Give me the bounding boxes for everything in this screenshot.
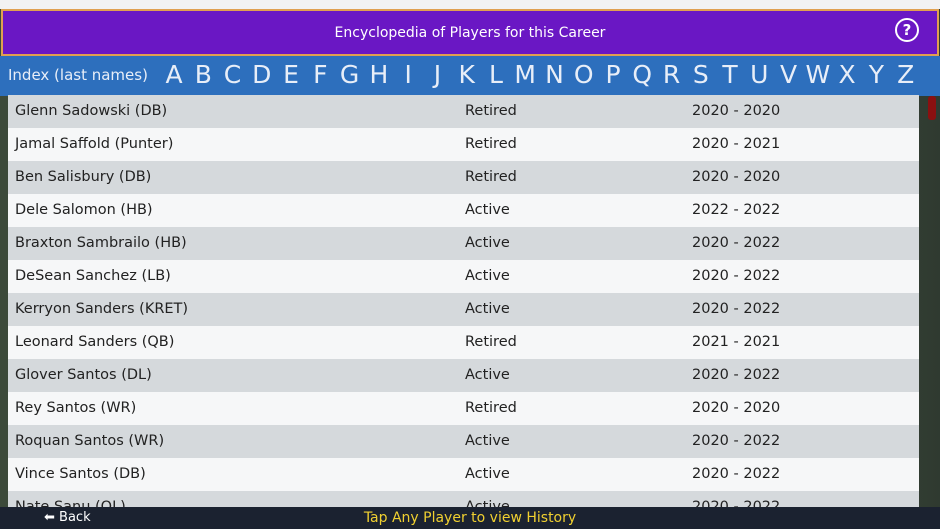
player-name: Glover Santos (DL) (15, 367, 152, 383)
player-name: Braxton Sambrailo (HB) (15, 235, 187, 251)
index-letter[interactable]: W (805, 60, 831, 89)
index-letter[interactable]: Q (632, 60, 653, 89)
index-letter[interactable]: A (165, 60, 183, 89)
player-years: 2020 - 2020 (692, 103, 781, 119)
header: Encyclopedia of Players for this Career … (1, 9, 939, 56)
index-label: Index (last names) (8, 66, 148, 84)
player-years: 2020 - 2022 (692, 235, 781, 251)
header-title: Encyclopedia of Players for this Career (334, 24, 606, 41)
index-letter[interactable]: R (662, 60, 681, 89)
player-status: Retired (465, 136, 517, 152)
player-years: 2020 - 2022 (692, 268, 781, 284)
player-status: Active (465, 466, 510, 482)
back-button[interactable]: ⬅ Back (44, 510, 91, 525)
player-status: Active (465, 367, 510, 383)
player-status: Retired (465, 169, 517, 185)
player-row[interactable]: Vince Santos (DB) Active 2020 - 2022 (8, 458, 919, 491)
player-name: DeSean Sanchez (LB) (15, 268, 171, 284)
index-letter[interactable]: V (780, 60, 798, 89)
player-years: 2020 - 2021 (692, 136, 781, 152)
player-status: Retired (465, 400, 517, 416)
player-name: Ben Salisbury (DB) (15, 169, 152, 185)
index-letter[interactable]: P (605, 60, 621, 89)
player-years: 2020 - 2022 (692, 499, 781, 507)
player-status: Active (465, 268, 510, 284)
help-button[interactable]: ? (895, 18, 919, 42)
player-row[interactable]: Glover Santos (DL) Active 2020 - 2022 (8, 359, 919, 392)
player-status: Active (465, 235, 510, 251)
index-letter[interactable]: F (313, 60, 328, 89)
index-letter[interactable]: M (514, 60, 536, 89)
scrollbar[interactable] (928, 96, 936, 120)
player-years: 2020 - 2022 (692, 367, 781, 383)
index-letter[interactable]: J (433, 60, 442, 89)
player-row[interactable]: Rey Santos (WR) Retired 2020 - 2020 (8, 392, 919, 425)
player-status: Retired (465, 334, 517, 350)
window-bar (0, 0, 940, 9)
player-name: Kerryon Sanders (KRET) (15, 301, 189, 317)
index-letter[interactable]: L (488, 60, 503, 89)
player-row[interactable]: Roquan Santos (WR) Active 2020 - 2022 (8, 425, 919, 458)
player-status: Active (465, 202, 510, 218)
index-letter[interactable]: E (283, 60, 299, 89)
player-years: 2020 - 2022 (692, 301, 781, 317)
index-letter[interactable]: N (545, 60, 564, 89)
player-row[interactable]: Dele Salomon (HB) Active 2022 - 2022 (8, 194, 919, 227)
index-letter[interactable]: C (223, 60, 242, 89)
index-letter[interactable]: K (458, 60, 475, 89)
index-letter[interactable]: X (838, 60, 856, 89)
player-row[interactable]: Glenn Sadowski (DB) Retired 2020 - 2020 (8, 95, 919, 128)
player-row[interactable]: Braxton Sambrailo (HB) Active 2020 - 2022 (8, 227, 919, 260)
index-letter[interactable]: O (573, 60, 594, 89)
player-status: Retired (465, 103, 517, 119)
player-row[interactable]: Kerryon Sanders (KRET) Active 2020 - 2022 (8, 293, 919, 326)
index-letter[interactable]: Z (897, 60, 915, 89)
player-row[interactable]: Leonard Sanders (QB) Retired 2021 - 2021 (8, 326, 919, 359)
player-table: Glenn Sadowski (DB) Retired 2020 - 2020 Jam… (8, 95, 919, 507)
player-years: 2022 - 2022 (692, 202, 781, 218)
player-status: Active (465, 301, 510, 317)
footer-hint: Tap Any Player to view History (363, 510, 577, 526)
player-row[interactable]: Jamal Saffold (Punter) Retired 2020 - 2021 (8, 128, 919, 161)
player-name: Dele Salomon (HB) (15, 202, 153, 218)
player-years: 2020 - 2020 (692, 169, 781, 185)
player-name: Roquan Santos (WR) (15, 433, 165, 449)
player-name: Nate Sanu (OL) (15, 499, 126, 507)
player-name: Jamal Saffold (Punter) (15, 136, 174, 152)
player-row[interactable]: Ben Salisbury (DB) Retired 2020 - 2020 (8, 161, 919, 194)
player-years: 2020 - 2022 (692, 433, 781, 449)
index-letter[interactable]: H (369, 60, 389, 89)
index-letter[interactable]: G (339, 60, 360, 89)
index-letter[interactable]: D (252, 60, 272, 89)
player-years: 2021 - 2021 (692, 334, 781, 350)
player-years: 2020 - 2022 (692, 466, 781, 482)
player-status: Active (465, 499, 510, 507)
index-letter[interactable]: Y (868, 60, 885, 89)
player-row[interactable]: Nate Sanu (OL) Active 2020 - 2022 (8, 491, 919, 507)
index-letter[interactable]: I (404, 60, 412, 89)
player-row[interactable]: DeSean Sanchez (LB) Active 2020 - 2022 (8, 260, 919, 293)
footer: ⬅ Back Tap Any Player to view History (0, 507, 940, 529)
player-status: Active (465, 433, 510, 449)
player-name: Vince Santos (DB) (15, 466, 146, 482)
player-name: Rey Santos (WR) (15, 400, 137, 416)
index-letter[interactable]: S (692, 60, 709, 89)
index-letter[interactable]: T (722, 60, 738, 89)
player-name: Glenn Sadowski (DB) (15, 103, 168, 119)
player-name: Leonard Sanders (QB) (15, 334, 175, 350)
player-years: 2020 - 2020 (692, 400, 781, 416)
index-letter[interactable]: U (750, 60, 769, 89)
back-label: Back (59, 510, 91, 525)
index-letter[interactable]: B (194, 60, 212, 89)
